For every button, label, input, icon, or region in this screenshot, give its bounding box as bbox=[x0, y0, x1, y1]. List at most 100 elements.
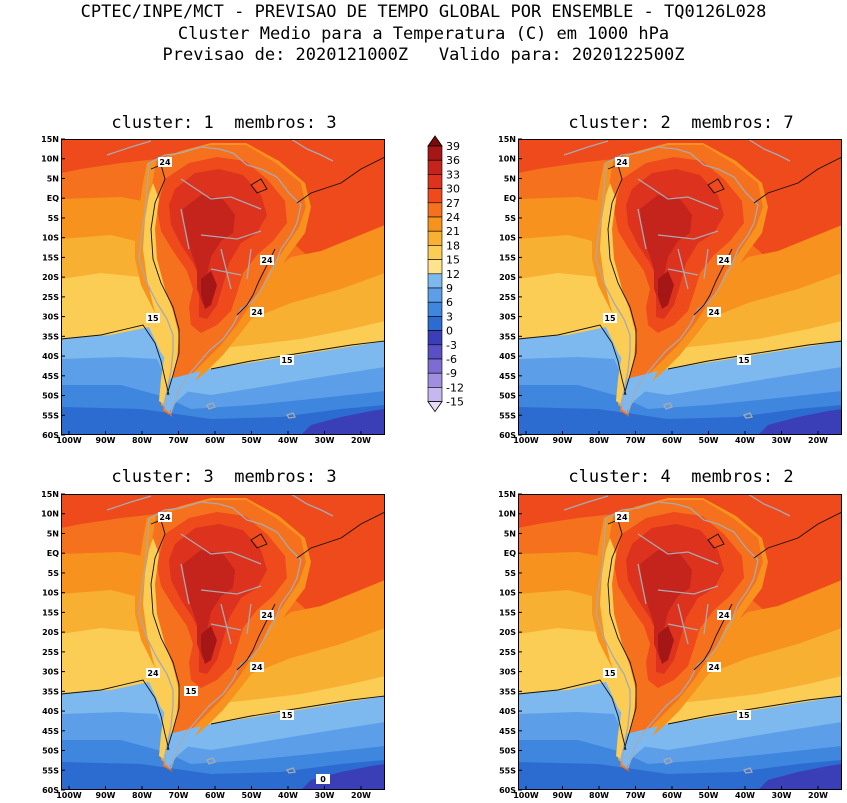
svg-text:55S: 55S bbox=[499, 411, 516, 420]
lon-tick: 70W bbox=[169, 786, 189, 800]
svg-text:EQ: EQ bbox=[504, 549, 516, 558]
svg-text:24: 24 bbox=[718, 256, 730, 265]
contour-label: 15 bbox=[737, 355, 751, 365]
svg-text:40W: 40W bbox=[278, 436, 298, 445]
svg-text:24: 24 bbox=[159, 158, 171, 167]
svg-text:25S: 25S bbox=[42, 293, 59, 302]
lat-tick: 50S bbox=[499, 747, 522, 756]
svg-text:45S: 45S bbox=[499, 372, 516, 381]
header-line-2: Cluster Medio para a Temperatura (C) em … bbox=[177, 24, 670, 44]
svg-text:25S: 25S bbox=[499, 293, 516, 302]
colorbar-label: 39 bbox=[446, 140, 460, 153]
contour-label: 24 bbox=[707, 662, 721, 672]
colorbar-segment bbox=[427, 316, 443, 331]
lat-tick: 15N bbox=[498, 135, 522, 144]
temperature-field bbox=[61, 494, 385, 790]
lon-tick: 100W bbox=[56, 786, 82, 800]
lon-tick: 70W bbox=[626, 786, 646, 800]
lat-tick: 15S bbox=[42, 608, 65, 617]
colorbar-segment bbox=[427, 301, 443, 317]
svg-text:60S: 60S bbox=[499, 786, 516, 795]
svg-text:20S: 20S bbox=[42, 273, 59, 282]
svg-text:90W: 90W bbox=[553, 436, 573, 445]
svg-text:60W: 60W bbox=[662, 436, 682, 445]
lon-tick: 20W bbox=[808, 431, 828, 445]
svg-text:5N: 5N bbox=[47, 529, 59, 538]
lat-tick: 15N bbox=[41, 490, 65, 499]
lon-tick: 60W bbox=[205, 431, 225, 445]
colorbar-label: 3 bbox=[446, 310, 453, 323]
colorbar-segment bbox=[427, 216, 443, 232]
svg-text:25S: 25S bbox=[42, 648, 59, 657]
svg-text:90W: 90W bbox=[96, 436, 116, 445]
lon-tick: 30W bbox=[772, 786, 792, 800]
svg-text:5S: 5S bbox=[505, 214, 517, 223]
colorbar-segment bbox=[427, 358, 443, 374]
svg-text:100W: 100W bbox=[56, 436, 82, 445]
colorbar-segment bbox=[427, 245, 443, 260]
lon-tick: 50W bbox=[699, 431, 719, 445]
svg-text:24: 24 bbox=[616, 513, 628, 522]
svg-text:40W: 40W bbox=[735, 791, 755, 800]
panel-4-title: cluster: 4 membros: 2 bbox=[568, 467, 794, 487]
contour-label: 24 bbox=[158, 512, 172, 522]
lat-tick: 20S bbox=[42, 628, 65, 637]
lat-tick: 45S bbox=[499, 372, 522, 381]
lat-tick: 5N bbox=[47, 174, 65, 183]
svg-text:55S: 55S bbox=[42, 411, 59, 420]
colorbar-segment bbox=[427, 273, 443, 289]
svg-text:24: 24 bbox=[159, 513, 171, 522]
lon-tick: 80W bbox=[589, 431, 609, 445]
svg-text:24: 24 bbox=[708, 308, 720, 317]
svg-text:70W: 70W bbox=[169, 436, 189, 445]
colorbar-segment bbox=[427, 259, 443, 275]
svg-text:15S: 15S bbox=[42, 253, 59, 262]
contours bbox=[517, 156, 843, 396]
lon-tick: 30W bbox=[315, 786, 335, 800]
svg-text:EQ: EQ bbox=[47, 194, 59, 203]
svg-text:40W: 40W bbox=[735, 436, 755, 445]
svg-text:5N: 5N bbox=[47, 174, 59, 183]
svg-text:30W: 30W bbox=[315, 791, 335, 800]
contour-label: 24 bbox=[717, 255, 731, 265]
contour-label: 24 bbox=[717, 610, 731, 620]
lon-tick: 70W bbox=[169, 431, 189, 445]
lon-tick: 100W bbox=[513, 786, 539, 800]
svg-text:50W: 50W bbox=[242, 436, 262, 445]
svg-text:40S: 40S bbox=[42, 707, 59, 716]
svg-text:45S: 45S bbox=[42, 372, 59, 381]
panel-2-title: cluster: 2 membros: 7 bbox=[568, 113, 794, 133]
svg-text:60S: 60S bbox=[42, 431, 59, 440]
svg-text:24: 24 bbox=[718, 611, 730, 620]
lat-tick: 45S bbox=[42, 372, 65, 381]
svg-text:10S: 10S bbox=[42, 234, 59, 243]
contour-label: 15 bbox=[603, 668, 617, 678]
lat-tick: 25S bbox=[499, 293, 522, 302]
svg-text:40W: 40W bbox=[278, 791, 298, 800]
svg-text:20W: 20W bbox=[808, 436, 828, 445]
temperature-field bbox=[518, 494, 842, 790]
lon-tick: 40W bbox=[735, 431, 755, 445]
lon-tick: 60W bbox=[205, 786, 225, 800]
lon-tick: 80W bbox=[589, 786, 609, 800]
header-line-1: CPTEC/INPE/MCT - PREVISAO DE TEMPO GLOBA… bbox=[80, 2, 767, 22]
colorbar-segment bbox=[427, 230, 443, 246]
svg-text:10N: 10N bbox=[498, 510, 516, 519]
svg-text:10S: 10S bbox=[499, 234, 516, 243]
lat-tick: 55S bbox=[499, 766, 522, 775]
svg-text:60W: 60W bbox=[205, 791, 225, 800]
lat-tick: 5S bbox=[505, 569, 522, 578]
colorbar-segment bbox=[427, 387, 443, 402]
svg-text:45S: 45S bbox=[42, 727, 59, 736]
svg-text:15N: 15N bbox=[498, 135, 516, 144]
lon-tick: 40W bbox=[735, 786, 755, 800]
svg-text:60W: 60W bbox=[205, 436, 225, 445]
lat-tick: 60S bbox=[499, 431, 522, 440]
svg-text:35S: 35S bbox=[42, 332, 59, 341]
contour-label: 15 bbox=[737, 710, 751, 720]
svg-text:10N: 10N bbox=[498, 155, 516, 164]
svg-text:45S: 45S bbox=[499, 727, 516, 736]
svg-text:10S: 10S bbox=[499, 589, 516, 598]
svg-text:15S: 15S bbox=[499, 253, 516, 262]
contour-label: 24 bbox=[146, 668, 160, 678]
